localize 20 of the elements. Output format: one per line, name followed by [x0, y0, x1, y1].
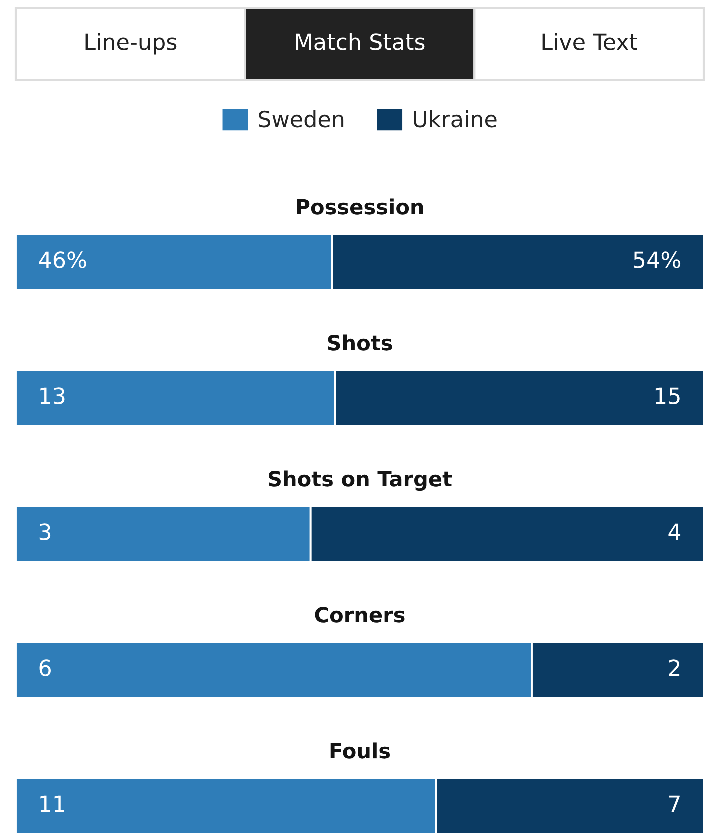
text: Live Text	[542, 33, 638, 50]
data-label: 54%	[634, 252, 681, 268]
legend-label: Ukraine	[414, 110, 497, 128]
data-label: 4	[668, 524, 681, 540]
text: Line-ups	[86, 33, 177, 55]
chart-title: Shots	[328, 334, 392, 351]
chart-title: Fouls	[330, 742, 390, 759]
data-label: 2	[669, 660, 680, 676]
data-label: 6	[40, 660, 51, 676]
legend-label: Sweden	[259, 110, 344, 128]
data-label: 15	[656, 388, 680, 404]
data-label: 11	[40, 796, 64, 812]
data-label: 3	[40, 524, 51, 540]
chart-title: Corners	[315, 607, 405, 623]
chart-title: Possession	[297, 198, 424, 215]
chart-title: Shots on Target	[268, 470, 452, 492]
text: Match Stats	[296, 33, 425, 50]
data-label: 7	[669, 796, 680, 812]
data-label: 13	[40, 388, 65, 404]
data-label: 46%	[39, 252, 86, 268]
